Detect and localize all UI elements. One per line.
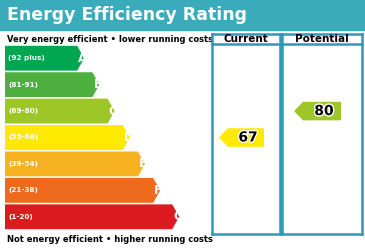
Text: 80: 80 [314,104,334,118]
Text: (21-38): (21-38) [8,187,38,193]
Polygon shape [5,178,160,203]
Text: (81-91): (81-91) [8,82,38,88]
Text: (92 plus): (92 plus) [8,55,45,61]
Polygon shape [5,46,84,71]
Text: G: G [173,210,183,223]
Polygon shape [5,151,145,176]
Polygon shape [5,72,99,97]
Text: Potential: Potential [295,34,349,44]
Text: C: C [109,105,118,118]
Polygon shape [5,99,115,123]
Text: Current: Current [224,34,268,44]
Text: Energy Efficiency Rating: Energy Efficiency Rating [7,6,247,24]
Text: D: D [124,131,134,144]
Text: 67: 67 [238,131,258,144]
Text: E: E [139,158,147,170]
Text: Very energy efficient • lower running costs: Very energy efficient • lower running co… [7,35,213,44]
Text: (55-68): (55-68) [8,135,38,141]
Text: (1-20): (1-20) [8,214,33,220]
Text: Not energy efficient • higher running costs: Not energy efficient • higher running co… [7,236,213,244]
Text: (39-54): (39-54) [8,161,38,167]
Polygon shape [219,128,264,147]
Polygon shape [5,125,130,150]
Polygon shape [5,204,179,229]
Text: F: F [154,184,162,197]
Text: (69-80): (69-80) [8,108,38,114]
Polygon shape [294,102,341,120]
Text: A: A [78,52,87,65]
Text: B: B [93,78,103,91]
Bar [0,0,365,30]
